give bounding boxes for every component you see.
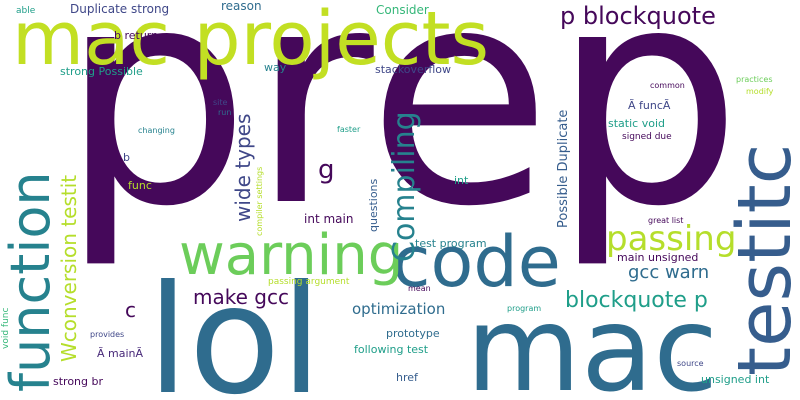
word-provides: provides xyxy=(90,330,125,339)
word-static-void: static void xyxy=(608,117,665,130)
word-way: way xyxy=(264,61,287,74)
word-test-program: test program xyxy=(415,237,487,250)
word-b: b xyxy=(123,151,130,164)
word-main-unsigned: main unsigned xyxy=(617,251,699,264)
word-possible-duplicate: Possible Duplicate xyxy=(556,109,571,228)
word-mean: mean xyxy=(408,284,431,293)
word-able: able xyxy=(16,6,36,16)
word-g: g xyxy=(318,155,335,185)
word-gcc-warn: gcc warn xyxy=(628,262,710,283)
word-duplicate-strong: Duplicate strong xyxy=(70,2,170,16)
word-prep: prep xyxy=(60,0,743,272)
word-strong-possible: strong Possible xyxy=(60,65,143,78)
word-c: c xyxy=(125,298,136,322)
word-b-return: b return xyxy=(114,29,159,42)
word-great-list: great list xyxy=(648,216,684,225)
word-changing: changing xyxy=(138,126,175,135)
word-make-gcc: make gcc xyxy=(193,285,289,309)
word-wide-types: wide types xyxy=(231,113,255,222)
word-program: program xyxy=(507,304,542,313)
word-run: run xyxy=(218,108,232,117)
word-wconversion-testit: Wconversion testit xyxy=(57,174,81,362)
word-blockquote-p: blockquote p xyxy=(565,288,708,313)
word-modify: modify xyxy=(746,87,774,96)
word-common: common xyxy=(650,81,685,90)
word-int: int xyxy=(454,174,469,187)
word-passing-argument: passing argument xyxy=(268,277,350,287)
word-faster: faster xyxy=(337,125,361,134)
word-function: function xyxy=(0,171,62,392)
word-stackoverflow: stackoverflow xyxy=(375,63,451,76)
word-a-func: Ã funcÃ xyxy=(628,99,671,112)
word-practices: practices xyxy=(736,75,773,84)
word-unsigned-int: unsigned int xyxy=(701,373,770,386)
word-a-main: Ã mainÃ xyxy=(97,347,144,360)
word-passing: passing xyxy=(606,219,737,259)
word-compiler-settings: compiler settings xyxy=(255,166,264,236)
word-warning: warning xyxy=(179,223,404,288)
word-optimization: optimization xyxy=(352,300,446,318)
word-source: source xyxy=(677,359,704,368)
word-consider: Consider xyxy=(376,3,429,17)
word-reason: reason xyxy=(221,0,262,13)
word-site: site xyxy=(213,98,228,107)
word-prototype: prototype xyxy=(386,327,440,340)
word-href: href xyxy=(396,371,418,384)
word-strong-br: strong br xyxy=(53,375,104,388)
word-questions: questions xyxy=(367,178,380,232)
word-mac: mac xyxy=(466,280,719,400)
word-testitc: testitc xyxy=(722,143,800,376)
word-p-blockquote: p blockquote xyxy=(560,2,716,30)
word-mac-projects: mac projects xyxy=(12,0,490,82)
word-int-main: int main xyxy=(304,212,354,226)
word-following-test: following test xyxy=(354,343,429,356)
word-code: code xyxy=(392,221,561,303)
word-func: func xyxy=(128,179,152,192)
word-lol: lol xyxy=(147,254,323,400)
word-void-func: void func xyxy=(1,307,11,349)
word-signed-due: signed due xyxy=(622,132,672,142)
